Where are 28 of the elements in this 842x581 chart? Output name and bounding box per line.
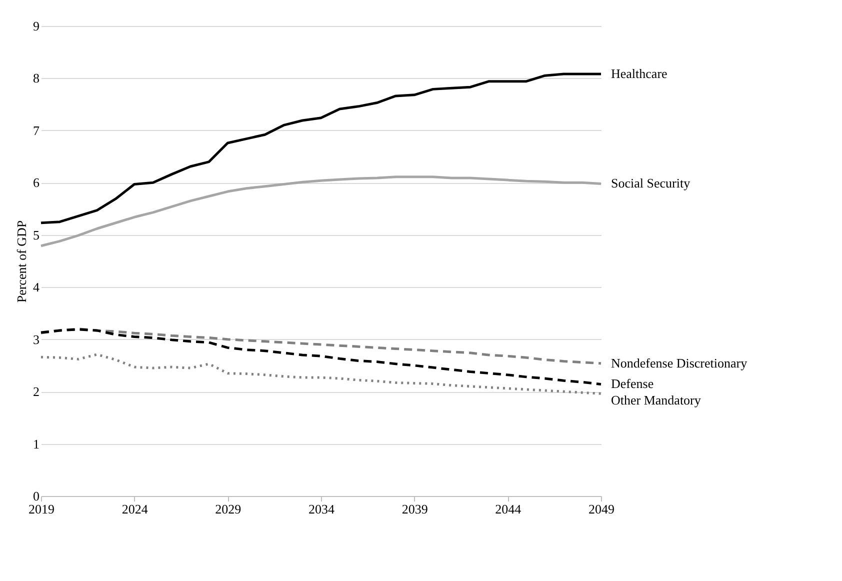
- y-tick-label: 7: [33, 122, 40, 138]
- y-tick-label: 2: [33, 384, 40, 400]
- x-tick-label: 2024: [122, 502, 148, 516]
- series-label: Defense: [611, 376, 654, 392]
- x-tick-label: 2029: [215, 502, 242, 516]
- series-label: Nondefense Discretionary: [611, 355, 748, 370]
- x-tick-label: 2034: [308, 502, 335, 516]
- series-label: Healthcare: [611, 66, 668, 82]
- series-label: Social Security: [611, 176, 691, 191]
- y-tick-label: 0: [33, 488, 40, 504]
- series-label: Other Mandatory: [611, 392, 702, 408]
- line-series: [40, 176, 602, 248]
- line-series: [40, 328, 602, 365]
- y-axis-title: Percent of GDP: [14, 220, 29, 303]
- y-tick-label: 9: [33, 18, 40, 34]
- y-tick-label: 6: [33, 175, 40, 190]
- y-tick-label: 1: [33, 436, 40, 452]
- line-series: [40, 353, 602, 395]
- y-tick-label: 3: [33, 332, 40, 347]
- y-tick-label: 4: [33, 280, 40, 295]
- y-tick-label: 8: [33, 70, 40, 86]
- line-series: [40, 72, 602, 224]
- x-tick-label: 2044: [495, 502, 522, 516]
- x-tick-label: 2019: [28, 502, 54, 516]
- y-tick-label: 5: [33, 227, 40, 242]
- x-tick-label: 2039: [402, 502, 428, 516]
- line-series: [40, 328, 602, 386]
- x-tick-label: 2049: [588, 502, 614, 516]
